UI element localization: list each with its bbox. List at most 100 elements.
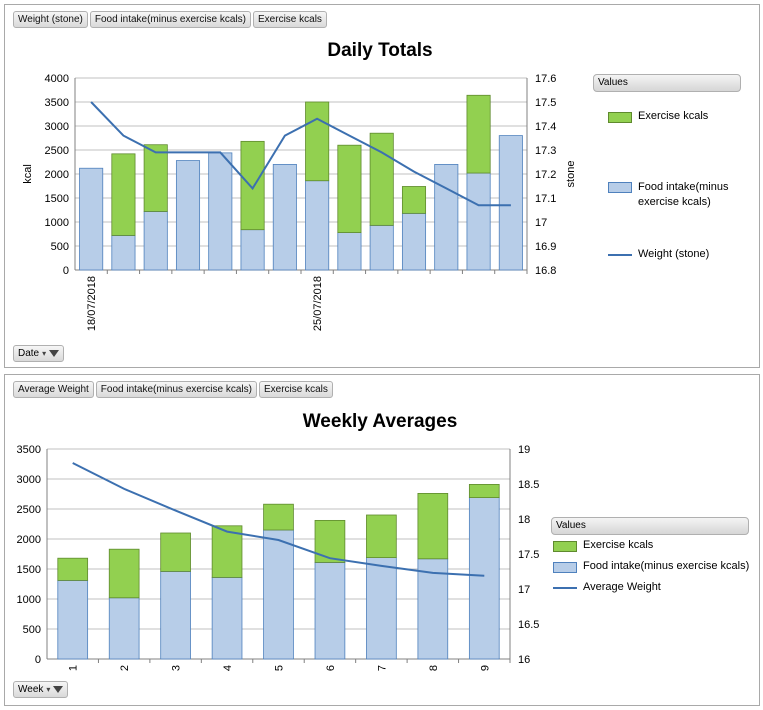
y2-tick-label: 17.2 <box>535 169 556 181</box>
food-swatch <box>608 182 632 193</box>
food-bar <box>57 579 89 660</box>
exercise-bar <box>468 484 500 499</box>
x-tick-label: 3 <box>171 665 183 671</box>
chart-title: Weekly Averages <box>303 411 458 432</box>
food-bar <box>263 529 294 660</box>
y-tick-label: 1000 <box>45 217 69 229</box>
field-button-exercise[interactable]: Exercise kcals <box>253 11 327 28</box>
food-bar <box>369 224 394 271</box>
weight-swatch <box>553 587 577 589</box>
food-bar <box>211 576 243 660</box>
y-tick-label: 2500 <box>45 145 69 157</box>
food-bar <box>208 152 233 271</box>
exercise-swatch <box>553 541 577 552</box>
dropdown-arrow-icon: ▾ <box>46 685 51 694</box>
daily-legend-food-label: Food intake(minus exercise kcals) <box>638 181 729 208</box>
dropdown-arrow-icon: ▾ <box>42 349 47 358</box>
food-bar <box>175 160 201 271</box>
exercise-bar <box>111 153 136 236</box>
daily-totals-panel: Weight (stone) Food intake(minus exercis… <box>4 4 760 368</box>
food-bar <box>160 570 191 660</box>
y-tick-label: 2500 <box>17 504 41 516</box>
y2-tick-label: 16.9 <box>535 241 556 253</box>
y2-tick-label: 17.5 <box>518 549 539 561</box>
filter-icon <box>53 686 64 693</box>
food-bar <box>417 558 449 660</box>
food-swatch <box>553 562 577 573</box>
weekly-legend-food: Food intake(minus exercise kcals) <box>553 560 749 573</box>
food-bar <box>143 211 168 271</box>
field-button-exercise[interactable]: Exercise kcals <box>258 381 333 398</box>
daily-totals-chart: Daily Totals 0 500 1000 1500 2000 2500 3000 3500… <box>22 40 577 331</box>
y2-tick-label: 16.8 <box>535 265 556 277</box>
food-bar <box>337 232 362 271</box>
weight-line <box>90 101 511 207</box>
daily-legend-weight-label: Weight (stone) <box>638 248 710 260</box>
week-filter-button[interactable]: Week ▾ <box>13 681 69 698</box>
y2-tick-label: 18.5 <box>518 479 539 491</box>
food-bar <box>108 597 140 660</box>
exercise-bar <box>57 557 89 581</box>
exercise-bar <box>314 519 346 563</box>
field-button-food-intake[interactable]: Food intake(minus exercise kcals) <box>89 11 252 28</box>
field-button-average-weight[interactable]: Average Weight <box>13 381 94 398</box>
field-button-weight[interactable]: Weight (stone) <box>13 11 88 28</box>
y-tick-label: 500 <box>51 241 69 253</box>
x-tick-label: 18/07/2018 <box>86 276 98 331</box>
y-tick-label: 2000 <box>45 169 69 181</box>
daily-legend-exercise: Exercise kcals <box>608 110 748 123</box>
y2-axis-title: stone <box>565 161 577 188</box>
y-tick-label: 3000 <box>45 121 69 133</box>
weekly-legend-food-label: Food intake(minus exercise kcals) <box>583 560 750 572</box>
y-tick-label: 3000 <box>17 474 41 486</box>
weekly-legend-exercise-label: Exercise kcals <box>583 539 654 551</box>
y-tick-label: 2000 <box>17 534 41 546</box>
x-tick-label: 5 <box>274 665 286 671</box>
exercise-bar <box>108 548 140 599</box>
exercise-bar <box>366 514 397 558</box>
y-tick-label: 1000 <box>17 594 41 606</box>
food-bar <box>79 167 104 271</box>
exercise-bar <box>369 132 394 226</box>
weekly-averages-panel: Average Weight Food intake(minus exercis… <box>4 374 760 706</box>
exercise-bar <box>211 525 243 578</box>
y2-tick-label: 17.1 <box>535 193 556 205</box>
y-axis-title: kcal <box>22 164 34 184</box>
weekly-legend-header[interactable]: Values <box>551 517 749 535</box>
y2-tick-label: 16 <box>518 654 530 666</box>
weekly-legend-weight-label: Average Weight <box>583 581 661 593</box>
exercise-bar <box>160 532 191 572</box>
x-tick-label: 1 <box>68 665 80 671</box>
y2-tick-label: 17.3 <box>535 145 556 157</box>
daily-legend-header[interactable]: Values <box>593 74 741 92</box>
date-filter-label: Date <box>18 348 40 359</box>
exercise-bar <box>143 144 168 212</box>
x-tick-label: 4 <box>222 665 234 671</box>
x-tick-label: 7 <box>376 665 388 671</box>
y2-tick-label: 17.6 <box>535 73 556 85</box>
exercise-bar <box>305 101 330 182</box>
chart-title: Daily Totals <box>327 40 432 61</box>
food-bar <box>434 163 459 271</box>
daily-legend-food: Food intake(minus exercise kcals) <box>608 180 743 210</box>
x-tick-label: 2 <box>119 665 131 671</box>
field-button-food-intake[interactable]: Food intake(minus exercise kcals) <box>95 381 257 398</box>
y-tick-label: 1500 <box>45 193 69 205</box>
exercise-bar <box>240 140 265 231</box>
x-tick-label: 6 <box>325 665 337 671</box>
y-tick-label: 1500 <box>17 564 41 576</box>
weekly-legend-weight: Average Weight <box>553 581 661 593</box>
food-bar <box>305 180 330 271</box>
food-bar <box>272 163 297 271</box>
food-bar <box>314 561 346 660</box>
food-bar <box>401 212 427 271</box>
y2-tick-label: 19 <box>518 444 530 456</box>
food-bar <box>240 229 265 271</box>
exercise-bar <box>337 144 362 233</box>
food-bar <box>468 497 500 660</box>
y2-tick-label: 17.4 <box>535 121 556 133</box>
weekly-field-buttons: Average Weight Food intake(minus exercis… <box>13 381 333 398</box>
weight-line <box>72 462 485 577</box>
date-filter-button[interactable]: Date ▾ <box>13 345 65 362</box>
exercise-swatch <box>608 112 632 123</box>
